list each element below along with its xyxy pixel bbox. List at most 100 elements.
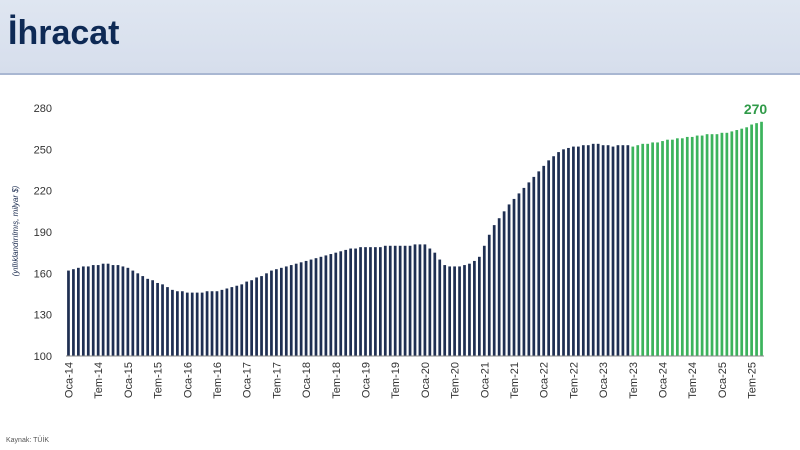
bar — [720, 132, 724, 356]
bar — [512, 198, 516, 356]
bar — [676, 138, 679, 356]
bar — [354, 248, 357, 356]
bar — [388, 245, 392, 356]
bar — [304, 260, 308, 356]
bar — [730, 131, 734, 356]
bar — [596, 143, 600, 356]
bar — [497, 218, 501, 356]
bar — [349, 248, 352, 356]
bar — [225, 288, 229, 356]
y-axis-label: (yıllıklandırılmış, milyar $) — [11, 185, 20, 276]
bar — [126, 267, 130, 356]
bar — [176, 291, 179, 356]
bar — [235, 285, 239, 356]
bar — [166, 287, 169, 356]
bar — [339, 251, 343, 356]
bar — [289, 265, 293, 356]
bar — [502, 211, 506, 356]
bar — [324, 255, 328, 356]
bar — [161, 284, 164, 356]
title-banner: İhracat — [0, 0, 800, 75]
bar — [601, 145, 605, 356]
bar — [666, 139, 669, 356]
bar — [646, 143, 650, 356]
bar — [468, 263, 471, 356]
bar — [72, 269, 75, 356]
bar — [141, 276, 145, 356]
bar — [240, 284, 244, 356]
bar — [547, 160, 551, 356]
bar — [690, 136, 694, 356]
x-tick-label: Oca-14 — [63, 362, 75, 398]
bar — [116, 265, 120, 356]
bar — [96, 265, 100, 356]
bar — [611, 146, 615, 356]
bar — [562, 149, 565, 356]
bar — [537, 171, 541, 356]
x-tick-label: Tem-16 — [212, 362, 224, 399]
bar — [453, 266, 456, 356]
bar — [111, 265, 115, 356]
bar — [473, 260, 476, 356]
bar — [735, 130, 739, 356]
bar — [151, 280, 154, 356]
bar — [458, 266, 461, 356]
bar — [641, 143, 645, 356]
y-tick-label: 100 — [34, 351, 52, 363]
bar — [631, 146, 635, 356]
bar — [710, 134, 714, 356]
bar — [364, 247, 367, 356]
bar — [567, 147, 570, 356]
x-axis: Oca-14 Tem-14 Oca-15 Tem-15 Oca-16 Tem-16 Oca-… — [63, 355, 764, 399]
bar — [86, 266, 90, 356]
x-tick-label: Tem-15 — [153, 362, 165, 399]
bar — [428, 248, 432, 356]
bar — [433, 252, 437, 356]
x-tick-label: Tem-14 — [93, 362, 105, 399]
bar — [106, 263, 110, 356]
bar — [314, 258, 318, 356]
bar — [517, 193, 521, 356]
bar — [136, 273, 140, 356]
bar — [463, 265, 466, 356]
bar — [705, 134, 709, 356]
bar — [626, 145, 630, 356]
x-tick-label: Oca-17 — [242, 362, 254, 398]
bar — [359, 247, 362, 356]
bar — [477, 256, 481, 356]
bar — [661, 141, 664, 356]
bar — [745, 127, 749, 356]
bar — [171, 289, 174, 356]
x-tick-label: Tem-20 — [450, 362, 462, 399]
bar — [319, 256, 323, 356]
bar — [250, 280, 253, 356]
bar — [403, 245, 407, 356]
x-tick-label: Oca-19 — [360, 362, 372, 398]
bar — [482, 245, 486, 356]
bar — [146, 278, 150, 356]
x-tick-label: Tem-17 — [271, 362, 283, 399]
bar — [200, 292, 204, 356]
bar — [438, 259, 442, 356]
bar — [369, 247, 372, 356]
last-value-label: 270 — [744, 101, 768, 117]
x-tick-label: Tem-24 — [687, 362, 699, 399]
bar — [270, 270, 273, 356]
bar — [279, 267, 283, 356]
y-axis: 100 130 160 190 220 250 280 — [34, 103, 52, 363]
bar — [656, 142, 659, 356]
bar — [586, 145, 590, 356]
x-tick-label: Tem-19 — [390, 362, 402, 399]
bar — [383, 245, 387, 356]
bar — [329, 254, 333, 356]
bar — [230, 287, 234, 356]
bar — [522, 187, 526, 356]
x-tick-label: Oca-24 — [658, 362, 670, 398]
x-tick-label: Tem-21 — [509, 362, 521, 399]
bar — [507, 204, 511, 356]
bar — [616, 145, 620, 356]
bar — [190, 292, 194, 356]
bar — [755, 123, 758, 356]
bar — [423, 244, 427, 356]
bar — [210, 291, 214, 356]
